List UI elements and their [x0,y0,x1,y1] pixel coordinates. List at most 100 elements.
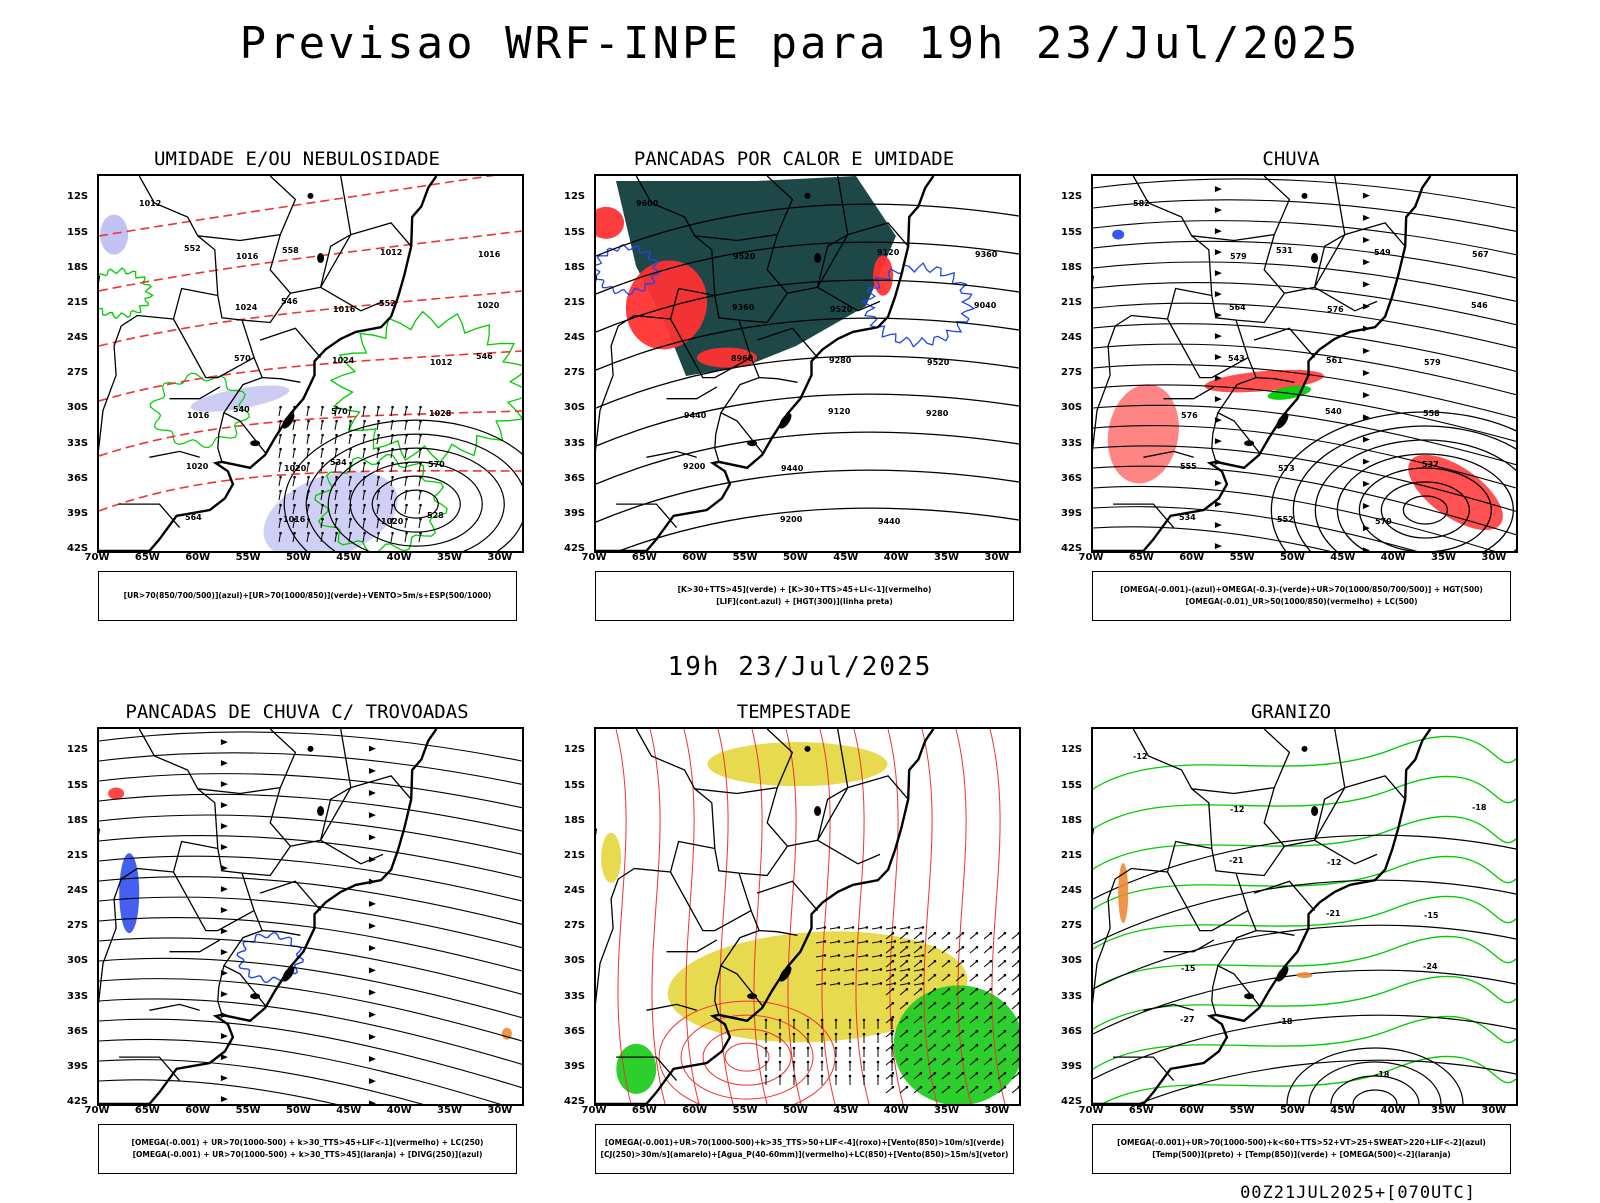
wind-vector-head [933,959,937,963]
wind-vector-head [377,517,380,521]
wind-vector-head [363,503,366,507]
map-hail[interactable]: -12 -12 -12 -15 -15 -18 -18 -18 -21 -21 -24 -27 [1091,727,1518,1106]
lon-label: 35W [437,1105,462,1116]
wind-vector-head [405,503,408,507]
panel-hail: GRANIZO 12S 15S 18S 21S 24S 27S 30S 33S 36S 39S 42… [1061,701,1521,1196]
wind-vector [404,421,408,431]
contour-label: 549 [1374,248,1391,257]
streamline [1093,323,1516,372]
temp500-contour [1286,1047,1464,1104]
contour-label: 567 [1472,250,1489,259]
map-humidity[interactable]: 1012 1016 1016 1012 1016 1020 1020 1016 1024 1024… [97,174,524,553]
contour-label: 552 [184,244,201,253]
wind-vector [843,940,853,944]
lat-label: 30S [564,402,586,414]
wind-vector-head [834,1060,838,1064]
streamline-arrow [368,1100,376,1104]
lat-label: 15S [564,779,586,791]
wind-vector-head [293,503,296,507]
contour-label: 1012 [430,358,452,367]
wind-vector-head [848,1032,852,1036]
wind-vector [927,1044,936,1052]
wind-vector [913,1030,922,1038]
wind-vector-head [363,461,366,465]
streamline [1093,485,1496,551]
lat-label: 24S [1061,885,1083,897]
wind-vector [899,988,908,996]
state-border [1191,786,1275,795]
lake [1311,806,1319,817]
wind-vector-head [349,419,352,423]
lat-label: 24S [564,885,586,897]
streamline-arrow [368,1078,376,1085]
wind-vector-head [947,959,951,963]
wind-vector-head [349,461,352,465]
wind-vector-head [806,1074,810,1078]
contour-label: 9360 [732,303,755,312]
wind-vector [292,421,296,431]
lon-label: 50W [285,552,311,563]
temp850-contour [1093,1015,1516,1070]
geopotential-contour [596,241,1019,295]
wind-vector [320,505,324,515]
map-canvas: 1012 1016 1016 1012 1016 1020 1020 1016 1024 1024… [99,176,522,551]
lat-label: 24S [564,332,586,344]
streamline-850 [751,729,768,1104]
wind-vector [306,435,310,445]
wind-vector [815,940,825,944]
panel-title: PANCADAS POR CALOR E UMIDADE [633,148,955,170]
wind-vector-head [764,1074,768,1078]
lake [814,806,822,817]
lon-label: 50W [1279,552,1305,563]
panel-heat-showers: PANCADAS POR CALOR E UMIDADE 12S 15S 18S 21… [564,148,1024,643]
lat-label: 15S [1061,226,1083,238]
wind-vector-head [307,405,310,409]
map-storm[interactable] [594,727,1021,1106]
wind-vector-head [1017,1071,1019,1075]
contour-label: 570 [428,460,445,469]
streamline-arrow [368,767,376,774]
wind-vector [857,926,867,930]
streamline [1093,526,1332,551]
temp850-contour [1093,775,1516,830]
wind-vector-head [851,926,855,929]
lat-label: 36S [1061,472,1083,484]
wind-vector [969,988,978,996]
wind-vector-head [363,475,366,479]
temp850-contour [1093,855,1516,910]
wind-vector [362,449,366,459]
wind-vector [899,1044,908,1052]
wind-vector-head [879,982,883,985]
lat-label: 12S [1061,744,1083,756]
contour-label: 1016 [187,411,210,420]
wind-vector-head [975,1085,979,1089]
wind-vector-head [837,940,841,943]
wind-vector [829,982,839,986]
streamline-arrow [1214,270,1222,277]
geopotential-contour [596,279,1019,333]
lagoon [779,966,792,982]
contour-label: -18 [1375,1070,1390,1079]
wind-vector [941,1016,950,1024]
map-thunderstorm-showers[interactable] [97,727,524,1106]
wind-vector-head [820,1074,824,1078]
panel-storm: TEMPESTADE 12S 15S 18S 21S 24S 27S 30S 33S 36S 39… [564,701,1024,1196]
coastline [1093,176,1432,551]
wind-vector-head [890,1032,894,1036]
wind-vector [418,449,422,459]
streamline-arrow [368,745,376,752]
wind-vector-head [862,1074,866,1078]
contour-label: -12 [1230,805,1244,814]
lat-axis: 12S 15S 18S 21S 24S 27S 30S 33S 36S 39S 42S [67,727,97,1107]
wind-vector-head [1003,1085,1007,1089]
map-rain[interactable]: 582 579 576 579 576 573 570 567 564 561 558 555 552 5… [1091,174,1518,553]
map-heat-showers[interactable]: 9600 9520 9520 9520 9440 9440 9440 9360 9360 9280… [594,174,1021,553]
state-border [241,176,352,324]
instability-area-orange [501,1027,512,1040]
wind-vector [320,519,324,529]
lon-label: 45W [1330,552,1356,563]
streamline-arrow [220,1096,228,1103]
wind-vector-head [792,1032,796,1036]
wind-vector-head [806,1018,810,1022]
wind-vector [899,1016,908,1024]
